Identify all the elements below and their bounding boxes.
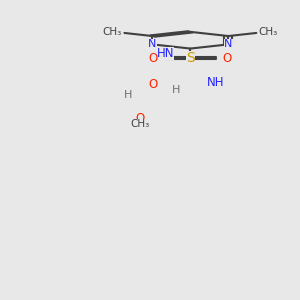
Text: H: H [124,90,132,100]
Text: HN: HN [157,47,174,60]
Text: O: O [149,52,158,65]
Text: S: S [186,51,195,65]
Text: O: O [223,52,232,65]
Text: CH₃: CH₃ [130,119,149,129]
Text: O: O [135,112,144,125]
Text: NH: NH [206,76,224,89]
Text: N: N [148,39,157,50]
Text: H: H [172,85,181,95]
Text: CH₃: CH₃ [259,27,278,37]
Text: O: O [149,78,158,91]
Text: CH₃: CH₃ [103,27,122,37]
Text: N: N [224,39,232,50]
